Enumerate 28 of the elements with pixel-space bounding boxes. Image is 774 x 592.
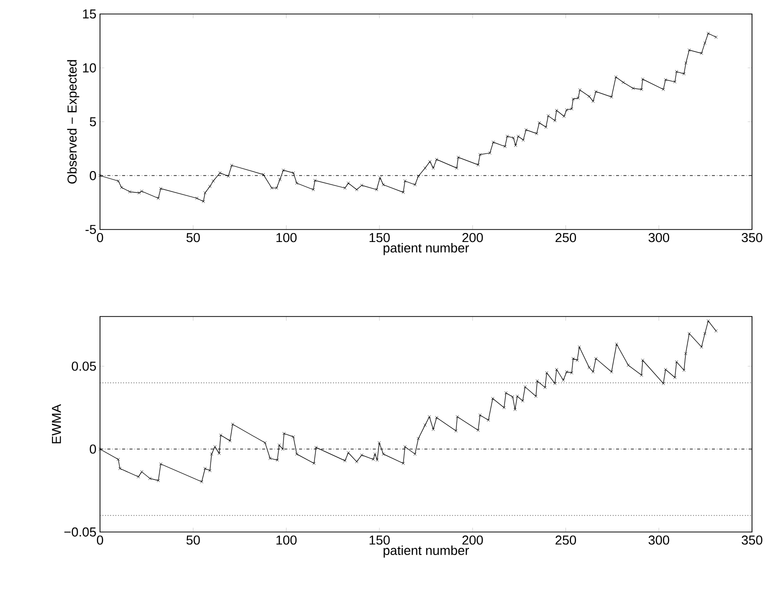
- x-tick-label: 200: [462, 233, 483, 242]
- x-tick-label: 300: [648, 233, 670, 242]
- y-tick-label: 0: [90, 171, 96, 180]
- x-axis-title: patient number: [384, 546, 469, 558]
- x-tick-label: 350: [742, 536, 762, 545]
- y-tick-label: 5: [90, 117, 96, 126]
- x-tick-label: 350: [742, 233, 762, 242]
- x-axis-title: patient number: [384, 243, 469, 256]
- x-tick-label: 250: [556, 233, 576, 242]
- y-tick-label: 0: [90, 444, 96, 454]
- x-tick-label: 150: [370, 233, 390, 242]
- y-tick-label: -5: [86, 224, 96, 234]
- y-axis-title: EWMA: [52, 404, 61, 444]
- x-tick-label: 200: [462, 536, 483, 545]
- x-tick-label: 150: [370, 536, 390, 545]
- x-tick-label: 50: [186, 233, 200, 242]
- x-tick-label: 100: [276, 536, 297, 545]
- x-tick-label: 0: [96, 233, 104, 242]
- x-tick-label: 250: [556, 536, 576, 545]
- y-tick-label: −0.05: [64, 527, 96, 537]
- x-tick-label: 300: [648, 536, 670, 545]
- x-tick-label: 0: [96, 536, 104, 545]
- x-tick-label: 50: [186, 536, 200, 545]
- y-axis-title: Observed − Expected: [67, 60, 80, 184]
- y-tick-label: 0.05: [72, 362, 96, 371]
- y-tick-label: 10: [83, 63, 96, 72]
- x-tick-label: 100: [276, 233, 297, 242]
- y-tick-label: 15: [83, 9, 96, 18]
